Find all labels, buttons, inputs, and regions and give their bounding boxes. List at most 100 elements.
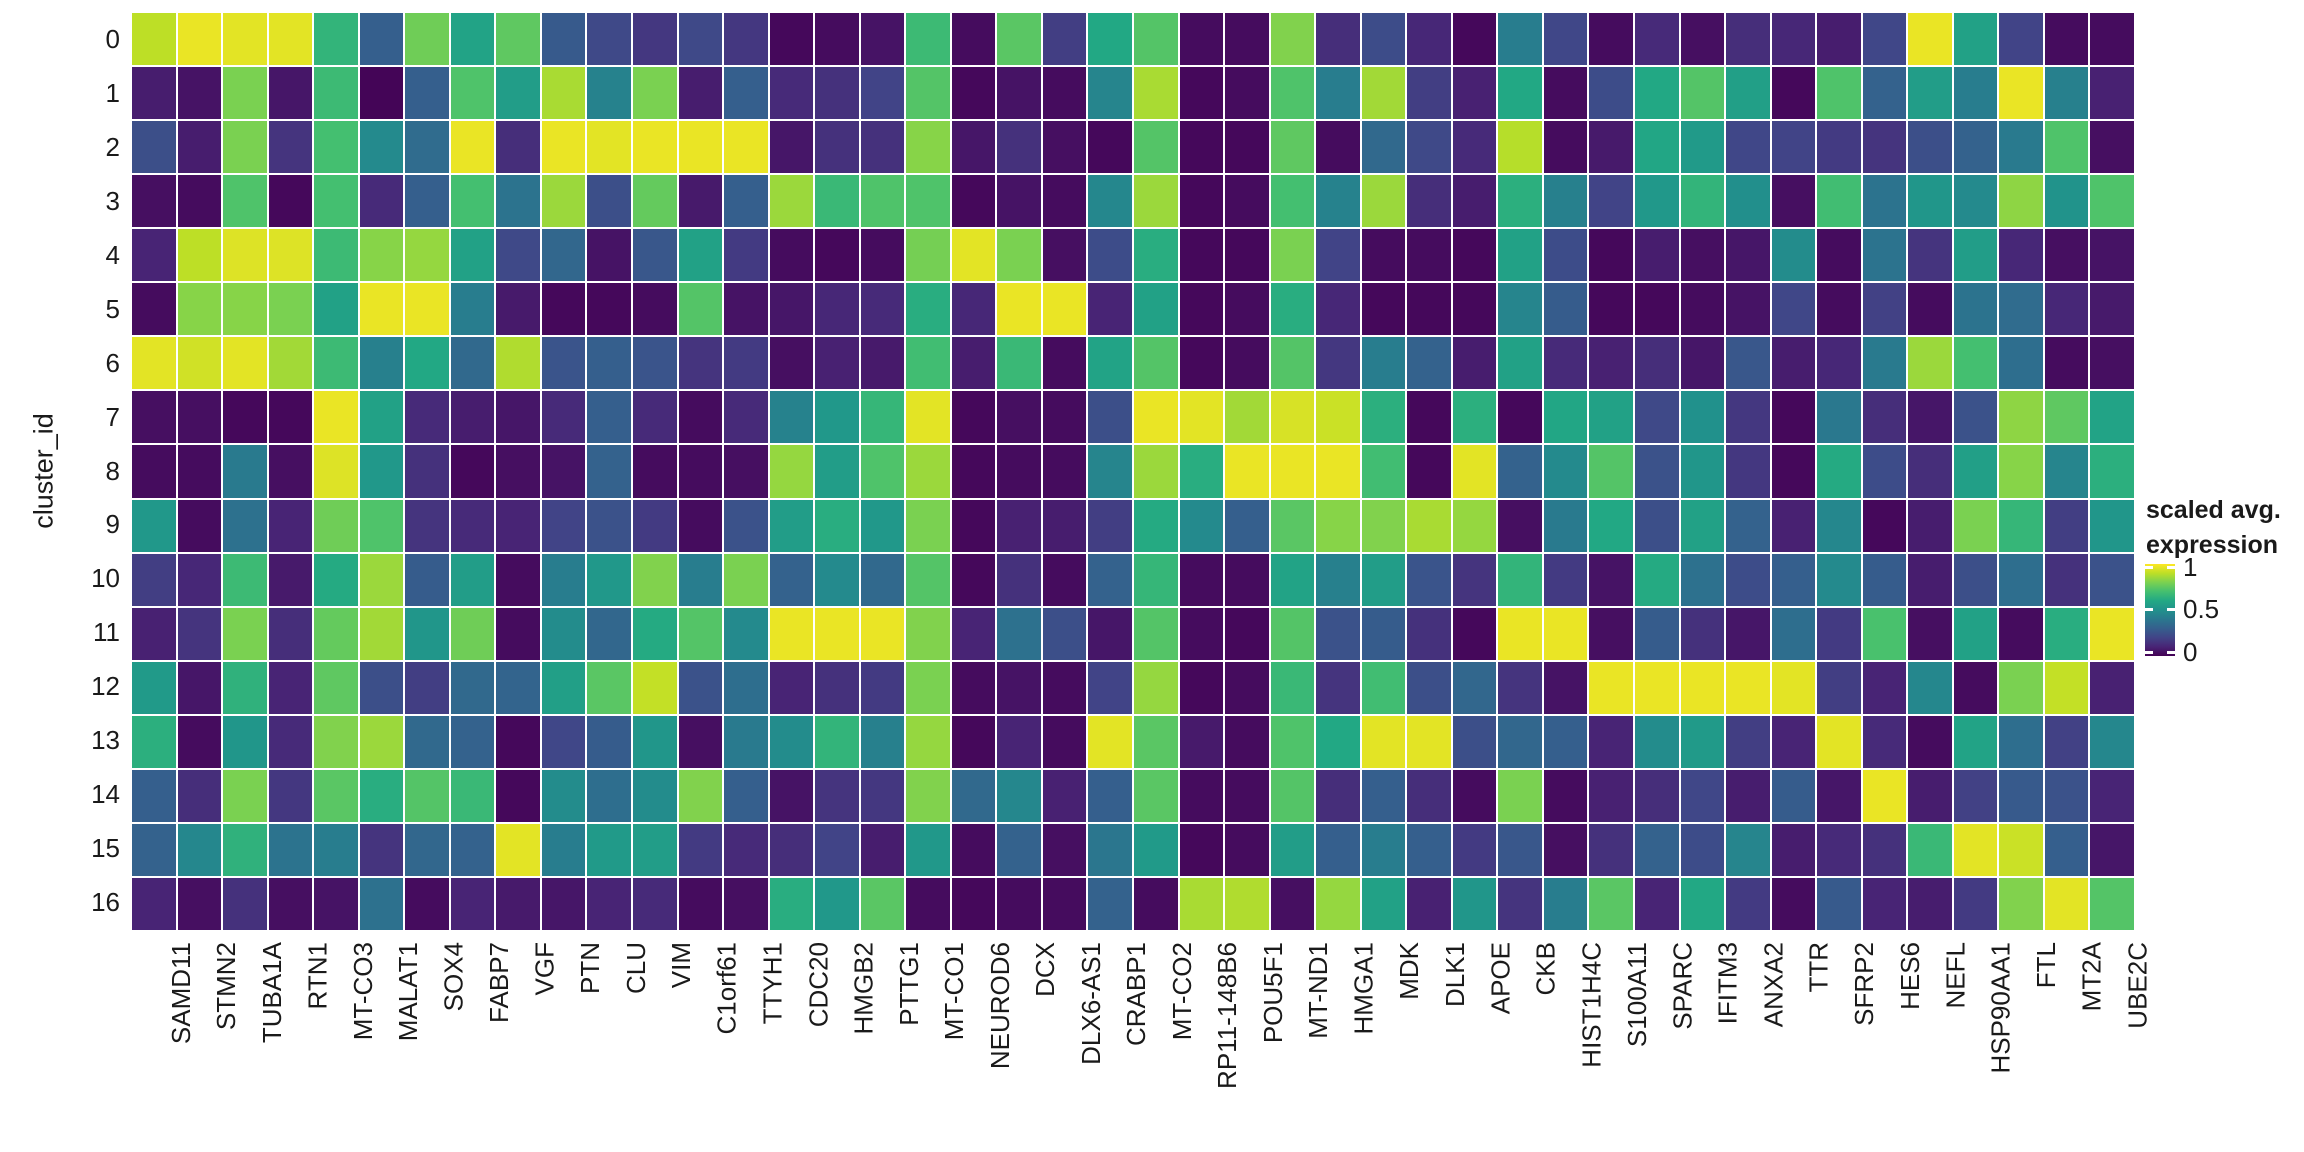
heatmap-cell bbox=[815, 769, 859, 822]
y-axis-tick-label: 6 bbox=[105, 347, 120, 378]
heatmap-cell bbox=[906, 499, 950, 552]
heatmap-cell bbox=[951, 715, 996, 768]
heatmap-cell bbox=[906, 13, 950, 66]
heatmap-cell bbox=[268, 769, 313, 822]
x-axis-tick-label: TTR bbox=[1803, 942, 1834, 993]
heatmap-cell bbox=[1680, 13, 1725, 66]
heatmap-cell bbox=[1407, 499, 1451, 552]
heatmap-cell bbox=[223, 229, 267, 282]
heatmap-cell bbox=[359, 877, 404, 930]
heatmap-cell bbox=[1589, 337, 1633, 390]
heatmap-cell bbox=[359, 823, 404, 876]
heatmap-cell bbox=[359, 553, 404, 606]
heatmap-cell bbox=[951, 283, 996, 336]
heatmap-cell bbox=[587, 499, 631, 552]
heatmap-cell bbox=[1680, 121, 1725, 174]
heatmap-cell bbox=[2090, 715, 2134, 768]
y-axis-tick-label: 7 bbox=[105, 401, 120, 432]
heatmap-cell bbox=[997, 877, 1041, 930]
heatmap-cell bbox=[997, 769, 1041, 822]
heatmap-cell bbox=[1407, 769, 1451, 822]
x-axis-tick-label: DLK1 bbox=[1439, 942, 1470, 1008]
x-axis-tick-label: RTN1 bbox=[302, 942, 333, 1010]
heatmap-cell bbox=[359, 499, 404, 552]
heatmap-cell bbox=[2090, 13, 2134, 66]
heatmap-cell bbox=[1953, 715, 1998, 768]
heatmap-cell bbox=[450, 877, 495, 930]
heatmap-cell bbox=[405, 445, 449, 498]
heatmap-cell bbox=[769, 337, 814, 390]
heatmap-cell bbox=[177, 229, 222, 282]
heatmap-cell bbox=[1225, 769, 1269, 822]
heatmap-cell bbox=[223, 175, 267, 228]
heatmap-cell bbox=[860, 391, 905, 444]
heatmap-cell bbox=[1817, 13, 1861, 66]
heatmap-cell bbox=[906, 391, 950, 444]
heatmap-cell bbox=[1088, 715, 1132, 768]
heatmap-cell bbox=[906, 445, 950, 498]
heatmap-cell bbox=[1361, 67, 1406, 120]
heatmap-cell bbox=[1042, 499, 1087, 552]
heatmap-cell bbox=[678, 769, 723, 822]
heatmap-cell bbox=[678, 175, 723, 228]
heatmap-cell bbox=[815, 877, 859, 930]
heatmap-cell bbox=[1361, 715, 1406, 768]
heatmap-cell bbox=[223, 553, 267, 606]
heatmap-cell bbox=[223, 13, 267, 66]
heatmap-cell bbox=[1134, 13, 1178, 66]
x-axis-tick-label: PTN bbox=[575, 942, 606, 994]
heatmap-cell bbox=[405, 67, 449, 120]
heatmap-cell bbox=[223, 391, 267, 444]
heatmap-cell bbox=[541, 229, 586, 282]
heatmap-cell bbox=[860, 445, 905, 498]
heatmap-cell bbox=[1543, 499, 1588, 552]
heatmap-cell bbox=[314, 229, 358, 282]
heatmap-cell bbox=[1270, 769, 1315, 822]
heatmap-cell bbox=[1726, 283, 1770, 336]
heatmap-cell bbox=[268, 13, 313, 66]
heatmap-cell bbox=[1908, 661, 1952, 714]
x-axis-tick-label: FABP7 bbox=[484, 942, 515, 1023]
heatmap-cell bbox=[1316, 391, 1360, 444]
heatmap-cell bbox=[951, 175, 996, 228]
heatmap-cell bbox=[1817, 715, 1861, 768]
heatmap-cell bbox=[1270, 607, 1315, 660]
heatmap-cell bbox=[724, 391, 768, 444]
heatmap-cell bbox=[1635, 715, 1679, 768]
y-axis-tick-label: 0 bbox=[105, 24, 120, 54]
heatmap-cell bbox=[1179, 283, 1224, 336]
x-axis-tick-label: C1orf61 bbox=[711, 942, 742, 1035]
heatmap-cell bbox=[1452, 823, 1497, 876]
heatmap-cell bbox=[633, 121, 677, 174]
heatmap-cell bbox=[2044, 607, 2089, 660]
heatmap-cell bbox=[268, 175, 313, 228]
heatmap-cell bbox=[951, 823, 996, 876]
heatmap-cell bbox=[450, 283, 495, 336]
heatmap-cell bbox=[769, 175, 814, 228]
heatmap-cell bbox=[1498, 661, 1542, 714]
heatmap-cell bbox=[1589, 715, 1633, 768]
heatmap-cell bbox=[633, 283, 677, 336]
heatmap-cell bbox=[1953, 67, 1998, 120]
heatmap-cell bbox=[1726, 769, 1770, 822]
x-axis-tick-label: HES6 bbox=[1894, 942, 1925, 1010]
heatmap-cell bbox=[1589, 175, 1633, 228]
heatmap-cell bbox=[132, 283, 176, 336]
heatmap-cell bbox=[1452, 661, 1497, 714]
heatmap-cell bbox=[1316, 715, 1360, 768]
heatmap-cell bbox=[132, 337, 176, 390]
heatmap-cell bbox=[314, 877, 358, 930]
heatmap-cell bbox=[997, 337, 1041, 390]
heatmap-cell bbox=[951, 607, 996, 660]
heatmap-cell bbox=[1498, 121, 1542, 174]
heatmap-cell bbox=[815, 121, 859, 174]
heatmap-cell bbox=[1042, 283, 1087, 336]
heatmap-cell bbox=[1498, 499, 1542, 552]
heatmap-cell bbox=[132, 607, 176, 660]
heatmap-cell bbox=[1635, 391, 1679, 444]
heatmap-cell bbox=[2090, 769, 2134, 822]
heatmap-cell bbox=[860, 175, 905, 228]
heatmap-cell bbox=[1543, 283, 1588, 336]
heatmap-cell bbox=[1088, 67, 1132, 120]
heatmap-cell bbox=[1862, 337, 1907, 390]
